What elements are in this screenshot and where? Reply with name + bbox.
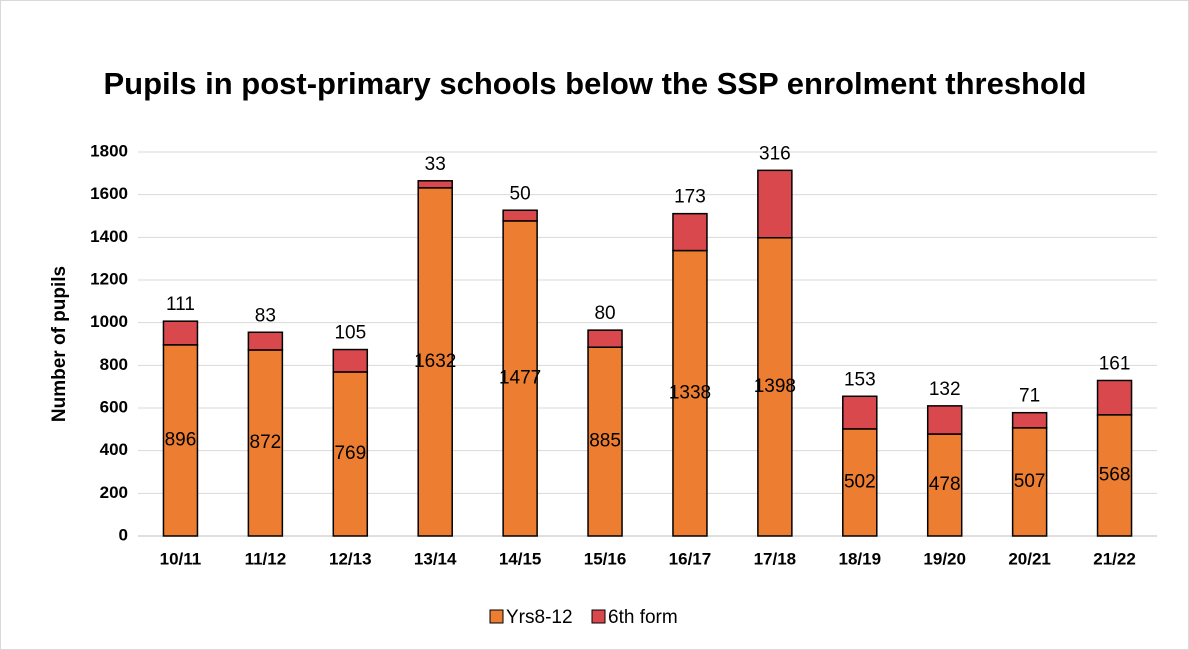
bar-segment xyxy=(587,329,623,348)
y-tick-label: 1600 xyxy=(90,184,128,203)
data-label: 507 xyxy=(1014,471,1046,492)
data-label: 316 xyxy=(759,143,791,164)
legend-swatch xyxy=(591,609,606,624)
data-label: 33 xyxy=(425,154,446,175)
x-tick-label: 14/15 xyxy=(499,549,542,568)
bar-segment xyxy=(842,395,878,430)
x-tick-label: 19/20 xyxy=(923,549,966,568)
bar-segment xyxy=(1011,411,1048,429)
y-tick-label: 200 xyxy=(100,483,128,502)
y-tick-label: 0 xyxy=(119,525,128,544)
bar-segment xyxy=(417,180,453,189)
chart-title: Pupils in post-primary schools below the… xyxy=(103,66,1087,101)
x-tick-label: 12/13 xyxy=(329,549,372,568)
y-tick-label: 1200 xyxy=(90,269,128,288)
data-label: 173 xyxy=(674,187,706,208)
data-label: 1398 xyxy=(754,376,796,397)
bar-segment xyxy=(757,169,793,239)
bar-segment xyxy=(926,433,963,537)
data-label: 872 xyxy=(250,432,282,453)
bar-segment xyxy=(332,371,369,537)
y-axis-label: Number of pupils xyxy=(49,266,70,422)
bar-segment xyxy=(162,320,199,346)
x-tick-label: 18/19 xyxy=(839,549,882,568)
data-label: 885 xyxy=(589,431,621,452)
x-tick-label: 20/21 xyxy=(1008,549,1051,568)
bar-segment xyxy=(926,405,963,435)
bar-segment xyxy=(1096,379,1133,416)
data-label: 50 xyxy=(510,183,531,204)
bar-segment xyxy=(672,212,708,252)
data-label: 568 xyxy=(1099,464,1131,485)
x-tick-label: 16/17 xyxy=(669,549,712,568)
data-label: 105 xyxy=(334,323,366,344)
data-label: 111 xyxy=(166,294,195,315)
data-label: 153 xyxy=(844,369,876,390)
y-tick-label: 800 xyxy=(100,355,128,374)
legend-swatch xyxy=(489,609,504,624)
x-tick-label: 10/11 xyxy=(160,549,202,568)
bar-segment xyxy=(247,331,284,351)
x-tick-label: 21/22 xyxy=(1093,549,1136,568)
y-tick-label: 1800 xyxy=(90,141,128,160)
bar-segment xyxy=(1096,414,1133,537)
data-label: 478 xyxy=(929,474,961,495)
data-label: 1477 xyxy=(499,367,541,388)
data-label: 71 xyxy=(1019,386,1040,407)
data-label: 132 xyxy=(929,379,961,400)
bar-segment xyxy=(842,428,878,537)
bar-segment xyxy=(502,209,538,222)
x-tick-label: 15/16 xyxy=(584,549,627,568)
y-tick-label: 400 xyxy=(100,440,128,459)
bar-segment xyxy=(1011,427,1048,537)
data-label: 1632 xyxy=(414,351,456,372)
x-tick-label: 13/14 xyxy=(414,549,457,568)
y-tick-label: 600 xyxy=(100,397,128,416)
title-box: Pupils in post-primary schools below the… xyxy=(103,66,1087,101)
x-tick-label: 17/18 xyxy=(754,549,797,568)
bar-segment xyxy=(332,348,369,373)
data-label: 161 xyxy=(1099,353,1131,374)
legend-label: Yrs8-12 xyxy=(506,607,573,628)
legend-label: 6th form xyxy=(608,607,678,628)
data-label: 769 xyxy=(334,443,366,464)
y-tick-label: 1400 xyxy=(90,227,128,246)
bar-segment xyxy=(247,349,284,537)
y-tick-label: 1000 xyxy=(90,312,128,331)
data-label: 502 xyxy=(844,471,876,492)
data-label: 80 xyxy=(594,303,615,324)
bar-segment xyxy=(162,344,199,537)
bar-segment xyxy=(417,187,453,537)
x-tick-label: 11/12 xyxy=(245,549,287,568)
data-label: 83 xyxy=(255,305,276,326)
data-label: 896 xyxy=(165,429,197,450)
data-label: 1338 xyxy=(669,382,711,403)
